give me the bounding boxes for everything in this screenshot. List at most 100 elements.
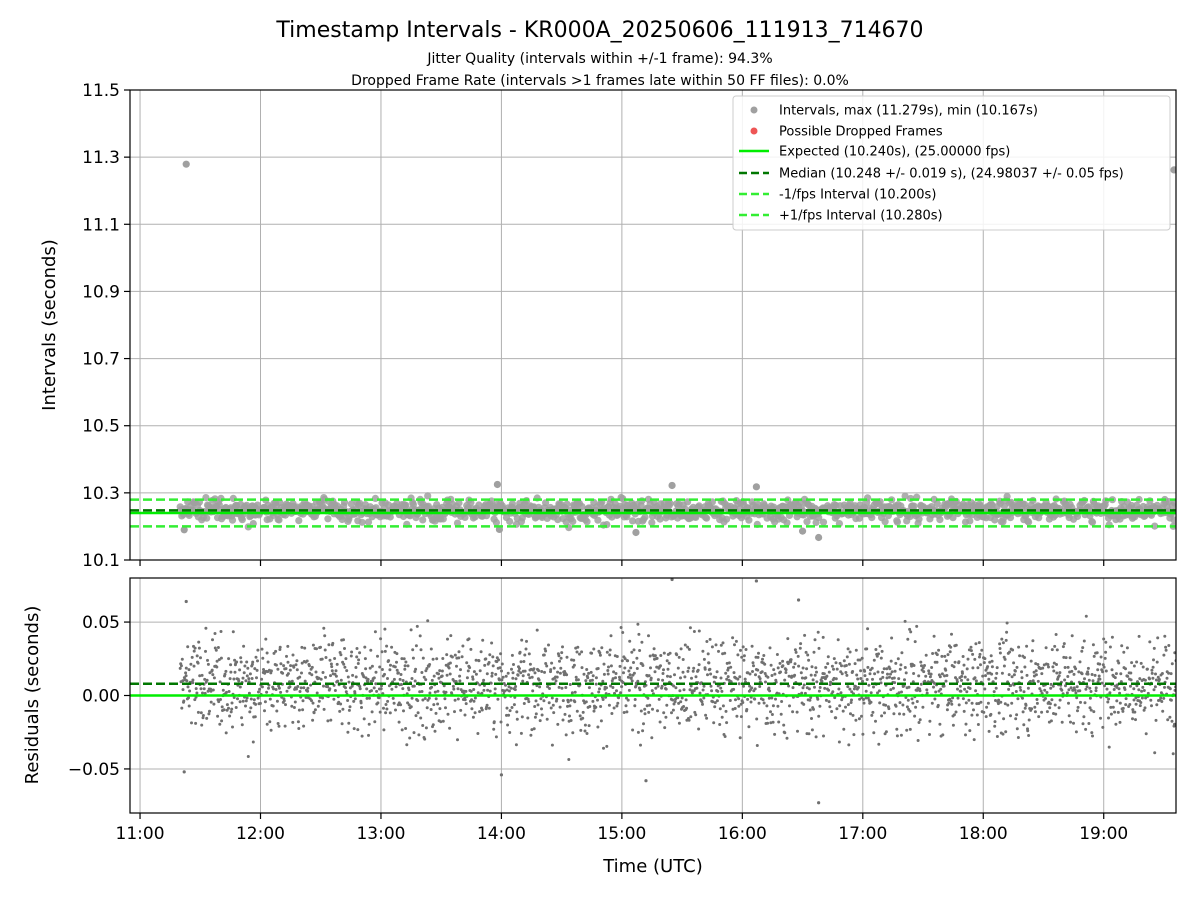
- residual-point: [665, 703, 669, 707]
- residuals-reference-lines: [130, 682, 1176, 697]
- residual-point: [482, 688, 486, 692]
- residual-point: [407, 688, 411, 692]
- residual-point: [432, 703, 436, 707]
- residual-point: [542, 653, 546, 657]
- residual-point: [731, 636, 735, 640]
- residual-point: [753, 697, 757, 701]
- residual-point: [243, 664, 247, 668]
- intervals-y-tick-label: 10.5: [82, 417, 120, 437]
- residual-point: [256, 659, 259, 663]
- residual-point: [472, 688, 476, 691]
- residual-point: [935, 653, 939, 657]
- residual-point: [321, 671, 325, 674]
- residual-point: [397, 720, 401, 724]
- residual-point: [534, 712, 538, 716]
- interval-point: [723, 515, 731, 523]
- residual-point: [965, 690, 969, 694]
- residual-point: [282, 664, 286, 668]
- residual-point: [227, 657, 231, 661]
- residual-point: [1088, 696, 1092, 700]
- residual-point: [945, 674, 949, 677]
- residual-point: [232, 677, 236, 681]
- residual-point: [1162, 696, 1166, 700]
- residual-point: [409, 705, 413, 709]
- residual-point: [690, 691, 694, 695]
- residual-point: [930, 701, 934, 705]
- residual-point: [998, 642, 1002, 646]
- residual-point: [1053, 644, 1057, 648]
- residual-point: [300, 645, 304, 649]
- residual-point: [641, 664, 645, 667]
- intervals-axes-frame: [129, 89, 1177, 561]
- residual-point: [768, 646, 772, 650]
- residual-point: [627, 688, 631, 692]
- residual-point: [834, 716, 838, 720]
- residual-point: [1020, 676, 1024, 680]
- residual-point: [735, 714, 739, 718]
- residual-point: [184, 666, 188, 670]
- residual-point: [1023, 665, 1027, 669]
- residual-point: [269, 728, 273, 732]
- residual-point: [636, 679, 640, 683]
- residual-point: [945, 708, 949, 712]
- interval-point: [1003, 492, 1011, 500]
- residual-point: [865, 678, 869, 681]
- residual-point: [585, 668, 589, 671]
- residual-point: [213, 632, 217, 635]
- interval-point: [1000, 502, 1009, 510]
- residual-point: [689, 684, 693, 688]
- residual-point: [815, 680, 819, 684]
- residual-point: [878, 644, 882, 648]
- residual-point: [769, 710, 772, 714]
- residual-point: [290, 704, 294, 708]
- residual-point: [668, 651, 672, 655]
- residual-point: [321, 696, 325, 700]
- residual-point: [749, 700, 753, 704]
- residual-point: [984, 674, 987, 678]
- residual-point: [846, 703, 850, 707]
- residual-point: [651, 707, 654, 711]
- residual-point: [649, 666, 652, 670]
- residual-point: [189, 662, 193, 666]
- residual-point: [1104, 650, 1108, 654]
- interval-point: [803, 518, 811, 526]
- residual-point: [1134, 696, 1138, 700]
- residual-point: [440, 669, 444, 673]
- residual-point: [457, 650, 461, 654]
- residual-point: [275, 699, 279, 703]
- residual-outlier-point: [644, 779, 648, 783]
- residual-point: [251, 660, 255, 664]
- residual-point: [428, 691, 432, 695]
- residual-point: [909, 630, 913, 634]
- residual-point: [810, 728, 814, 732]
- residual-point: [203, 677, 207, 681]
- residual-point: [375, 689, 379, 693]
- interval-point: [656, 515, 664, 523]
- residual-point: [818, 704, 822, 708]
- residual-point: [917, 721, 921, 724]
- interval-point: [358, 518, 366, 526]
- residual-point: [866, 627, 870, 631]
- residual-point: [352, 699, 356, 703]
- residual-point: [1082, 639, 1086, 643]
- residual-point: [1091, 679, 1095, 683]
- residual-point: [1111, 705, 1115, 709]
- residual-point: [899, 663, 903, 667]
- legend-item-lower-bound: -1/fps Interval (10.200s): [739, 188, 936, 203]
- residual-point: [369, 648, 373, 652]
- legend: Intervals, max (11.279s), min (10.167s) …: [732, 95, 1171, 231]
- residual-point: [687, 666, 691, 670]
- residual-point: [865, 647, 869, 651]
- residual-point: [274, 688, 278, 691]
- residual-point: [363, 657, 367, 661]
- residual-point: [1117, 661, 1121, 665]
- residual-point: [383, 649, 387, 653]
- residual-point: [697, 629, 701, 633]
- residual-point: [366, 680, 370, 684]
- residual-point: [1021, 696, 1024, 700]
- residual-point: [596, 667, 600, 670]
- interval-point: [461, 513, 469, 522]
- residual-point: [702, 696, 706, 700]
- residual-point: [486, 688, 490, 692]
- residual-point: [682, 688, 686, 692]
